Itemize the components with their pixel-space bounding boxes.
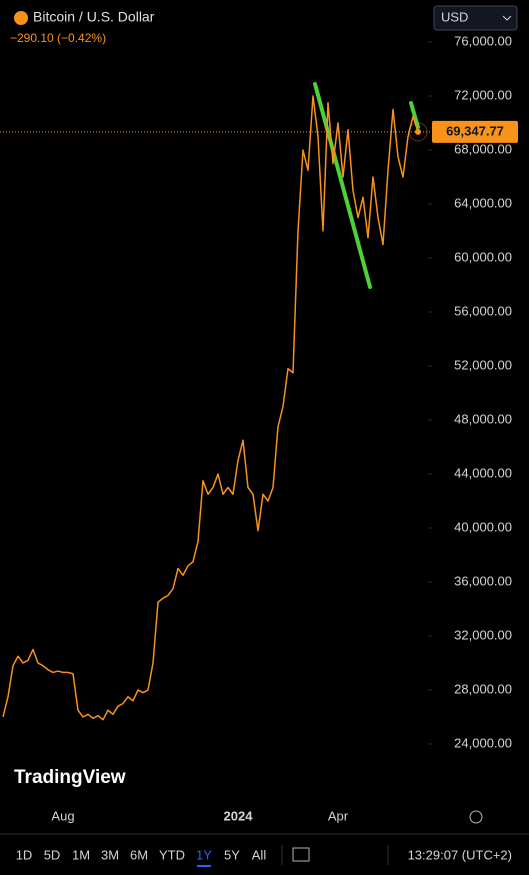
y-tick-label: 72,000.00: [454, 87, 512, 102]
range-button[interactable]: 1D: [16, 847, 33, 862]
y-tick-label: 28,000.00: [454, 681, 512, 696]
price-line: [2, 95, 419, 721]
range-button[interactable]: 6M: [130, 847, 148, 862]
last-price-dot: [415, 128, 421, 135]
last-price-box: [432, 120, 518, 143]
y-tick-label: 76,000.00: [454, 33, 512, 48]
currency-label[interactable]: USD: [441, 9, 468, 24]
range-button[interactable]: 5Y: [224, 847, 240, 862]
drawing-line: [409, 101, 420, 129]
y-tick-label: 52,000.00: [454, 357, 512, 372]
range-button[interactable]: YTD: [159, 847, 185, 862]
x-tick-label: 2024: [224, 808, 254, 823]
currency-dropdown[interactable]: [433, 5, 518, 31]
range-button[interactable]: 1Y: [196, 847, 212, 862]
y-tick-label: 44,000.00: [454, 465, 512, 480]
range-button[interactable]: 5D: [44, 847, 61, 862]
y-tick-label: 32,000.00: [454, 627, 512, 642]
btc-icon: [14, 11, 28, 25]
y-tick-label: 40,000.00: [454, 519, 512, 534]
x-tick-label: Aug: [51, 808, 74, 823]
last-price-halo: [408, 122, 428, 142]
range-button[interactable]: 3M: [101, 847, 119, 862]
last-price-label: 69,347.77: [446, 123, 504, 138]
brand-logo: TradingView: [14, 767, 126, 788]
range-button[interactable]: All: [252, 847, 267, 862]
drawing-line: [313, 82, 372, 289]
x-tick-label: Apr: [328, 808, 349, 823]
y-tick-label: 36,000.00: [454, 573, 512, 588]
clock: 13:29:07 (UTC+2): [408, 847, 512, 862]
y-tick-label: 60,000.00: [454, 249, 512, 264]
y-tick-label: 56,000.00: [454, 303, 512, 318]
y-tick-label: 68,000.00: [454, 141, 512, 156]
date-range-icon[interactable]: [292, 847, 310, 862]
price-change: −290.10 (−0.42%): [10, 31, 106, 45]
chart-title: Bitcoin / U.S. Dollar: [33, 9, 155, 25]
y-tick-label: 64,000.00: [454, 195, 512, 210]
y-tick-label: 48,000.00: [454, 411, 512, 426]
dropdown-arrow: [502, 15, 512, 21]
y-tick-label: 24,000.00: [454, 735, 512, 750]
settings-icon[interactable]: [469, 810, 483, 824]
range-button[interactable]: 1M: [72, 847, 90, 862]
